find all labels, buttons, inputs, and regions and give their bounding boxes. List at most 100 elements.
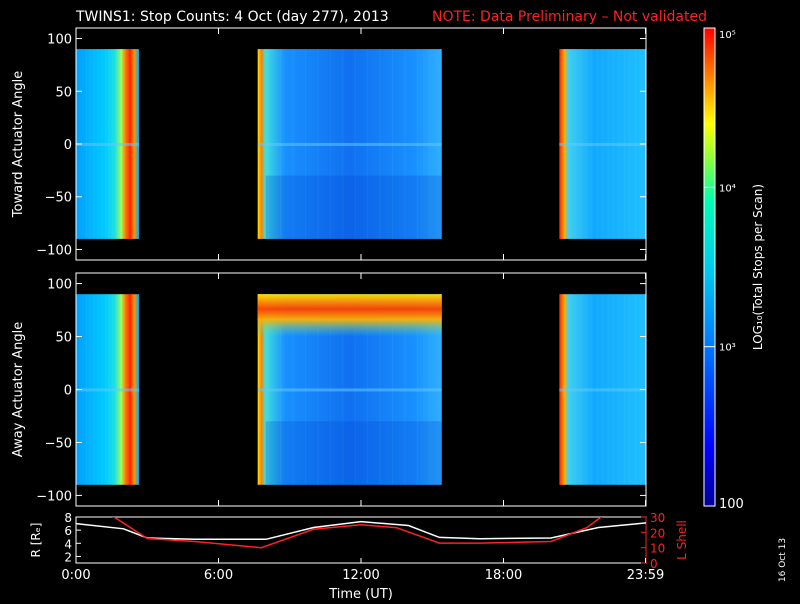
- texture-stripe: [569, 294, 571, 485]
- texture-stripe: [123, 49, 125, 239]
- texture-stripe: [629, 49, 631, 239]
- texture-stripe: [97, 294, 99, 485]
- zero-angle-stripe-2-3: [559, 388, 646, 392]
- texture-stripe: [112, 294, 114, 485]
- y-tick-label: −50: [45, 436, 72, 451]
- colorbar-tick-label: 10⁵: [719, 30, 736, 41]
- texture-stripe: [108, 294, 110, 485]
- y-tick-label: 0: [64, 138, 72, 153]
- x-axis-label: Time (UT): [328, 587, 393, 600]
- texture-stripe: [93, 49, 95, 239]
- texture-stripe: [292, 294, 294, 485]
- texture-stripe: [116, 49, 118, 239]
- x-tick-label: 12:00: [342, 568, 379, 583]
- low-angle-shade-2: [265, 421, 442, 485]
- texture-stripe: [108, 49, 110, 239]
- zero-angle-stripe-1-3: [559, 142, 646, 146]
- texture-stripe: [120, 294, 122, 485]
- texture-stripe: [591, 294, 593, 485]
- heatmap-layer: [76, 28, 646, 506]
- text-layer: TWINS1: Stop Counts: 4 Oct (day 277), 20…: [11, 9, 788, 602]
- y-tick-label: 50: [55, 85, 72, 100]
- x-tick-label: 6:00: [204, 568, 233, 583]
- texture-stripe: [574, 294, 576, 485]
- series-line-l-shell: [111, 517, 603, 549]
- texture-stripe: [367, 294, 369, 485]
- texture-stripe: [329, 49, 331, 239]
- texture-stripe: [131, 294, 133, 485]
- chart-title: TWINS1: Stop Counts: 4 Oct (day 277), 20…: [75, 9, 389, 25]
- texture-stripe: [618, 49, 620, 239]
- right-y-tick-label: 10: [650, 542, 665, 556]
- texture-stripe: [602, 294, 604, 485]
- texture-stripe: [104, 294, 106, 485]
- texture-stripe: [342, 49, 344, 239]
- texture-stripe: [120, 49, 122, 239]
- texture-stripe: [97, 49, 99, 239]
- texture-stripe: [86, 294, 87, 485]
- y-tick-label: −50: [45, 191, 72, 206]
- texture-stripe: [280, 294, 282, 485]
- y-tick-label: −100: [36, 489, 72, 504]
- y-tick-label: −100: [36, 243, 72, 258]
- axes-layer: [75, 27, 716, 564]
- texture-stripe: [580, 294, 582, 485]
- chart-note: NOTE: Data Preliminary – Not validated: [432, 9, 707, 25]
- texture-stripe: [618, 294, 620, 485]
- texture-stripe: [101, 294, 103, 485]
- texture-stripe: [329, 294, 331, 485]
- texture-stripe: [267, 294, 269, 485]
- date-stamp: 16 Oct 13: [778, 538, 788, 582]
- texture-stripe: [585, 294, 587, 485]
- texture-stripe: [596, 294, 598, 485]
- texture-stripe: [379, 294, 381, 485]
- texture-stripe: [304, 294, 306, 485]
- zero-angle-stripe-2-2: [257, 388, 442, 392]
- left-y-tick-label: 4: [64, 537, 72, 551]
- texture-stripe: [585, 49, 587, 239]
- line-right-ylabel: L Shell: [675, 520, 689, 560]
- texture-stripe: [416, 49, 418, 239]
- zero-angle-stripe-1-2: [257, 142, 442, 146]
- texture-stripe: [101, 49, 103, 239]
- texture-stripe: [127, 294, 129, 485]
- y-tick-label: 100: [47, 278, 72, 293]
- colorbar-tick-label: 100: [719, 497, 744, 512]
- texture-stripe: [280, 49, 282, 239]
- texture-stripe: [304, 49, 306, 239]
- texture-stripe: [127, 49, 129, 239]
- y-tick-label: 100: [47, 33, 72, 48]
- texture-stripe: [613, 49, 615, 239]
- left-y-tick-label: 6: [64, 524, 72, 538]
- y-tick-label: 0: [64, 384, 72, 399]
- texture-stripe: [429, 49, 431, 239]
- texture-stripe: [93, 294, 95, 485]
- texture-stripe: [354, 49, 356, 239]
- texture-stripe: [392, 49, 394, 239]
- texture-stripe: [635, 49, 637, 239]
- texture-stripe: [429, 294, 431, 485]
- texture-stripe: [89, 294, 91, 485]
- texture-stripe: [89, 49, 91, 239]
- texture-stripe: [392, 294, 394, 485]
- texture-stripe: [624, 294, 626, 485]
- texture-stripe: [635, 294, 637, 485]
- texture-stripe: [629, 294, 631, 485]
- texture-stripe: [607, 49, 609, 239]
- right-y-tick-label: 30: [650, 511, 665, 525]
- low-angle-shade-1: [265, 175, 442, 239]
- texture-stripe: [131, 49, 133, 239]
- texture-stripe: [602, 49, 604, 239]
- texture-stripe: [613, 294, 615, 485]
- texture-stripe: [135, 49, 137, 239]
- texture-stripe: [404, 49, 406, 239]
- left-y-tick-label: 8: [64, 511, 72, 525]
- y-tick-label: 50: [55, 331, 72, 346]
- y-axis-label-1: Toward Actuator Angle: [11, 71, 26, 218]
- zero-angle-stripe-1-1: [76, 142, 139, 146]
- texture-stripe: [416, 294, 418, 485]
- x-tick-label: 23:59: [627, 568, 664, 583]
- zero-angle-stripe-2-1: [76, 388, 139, 392]
